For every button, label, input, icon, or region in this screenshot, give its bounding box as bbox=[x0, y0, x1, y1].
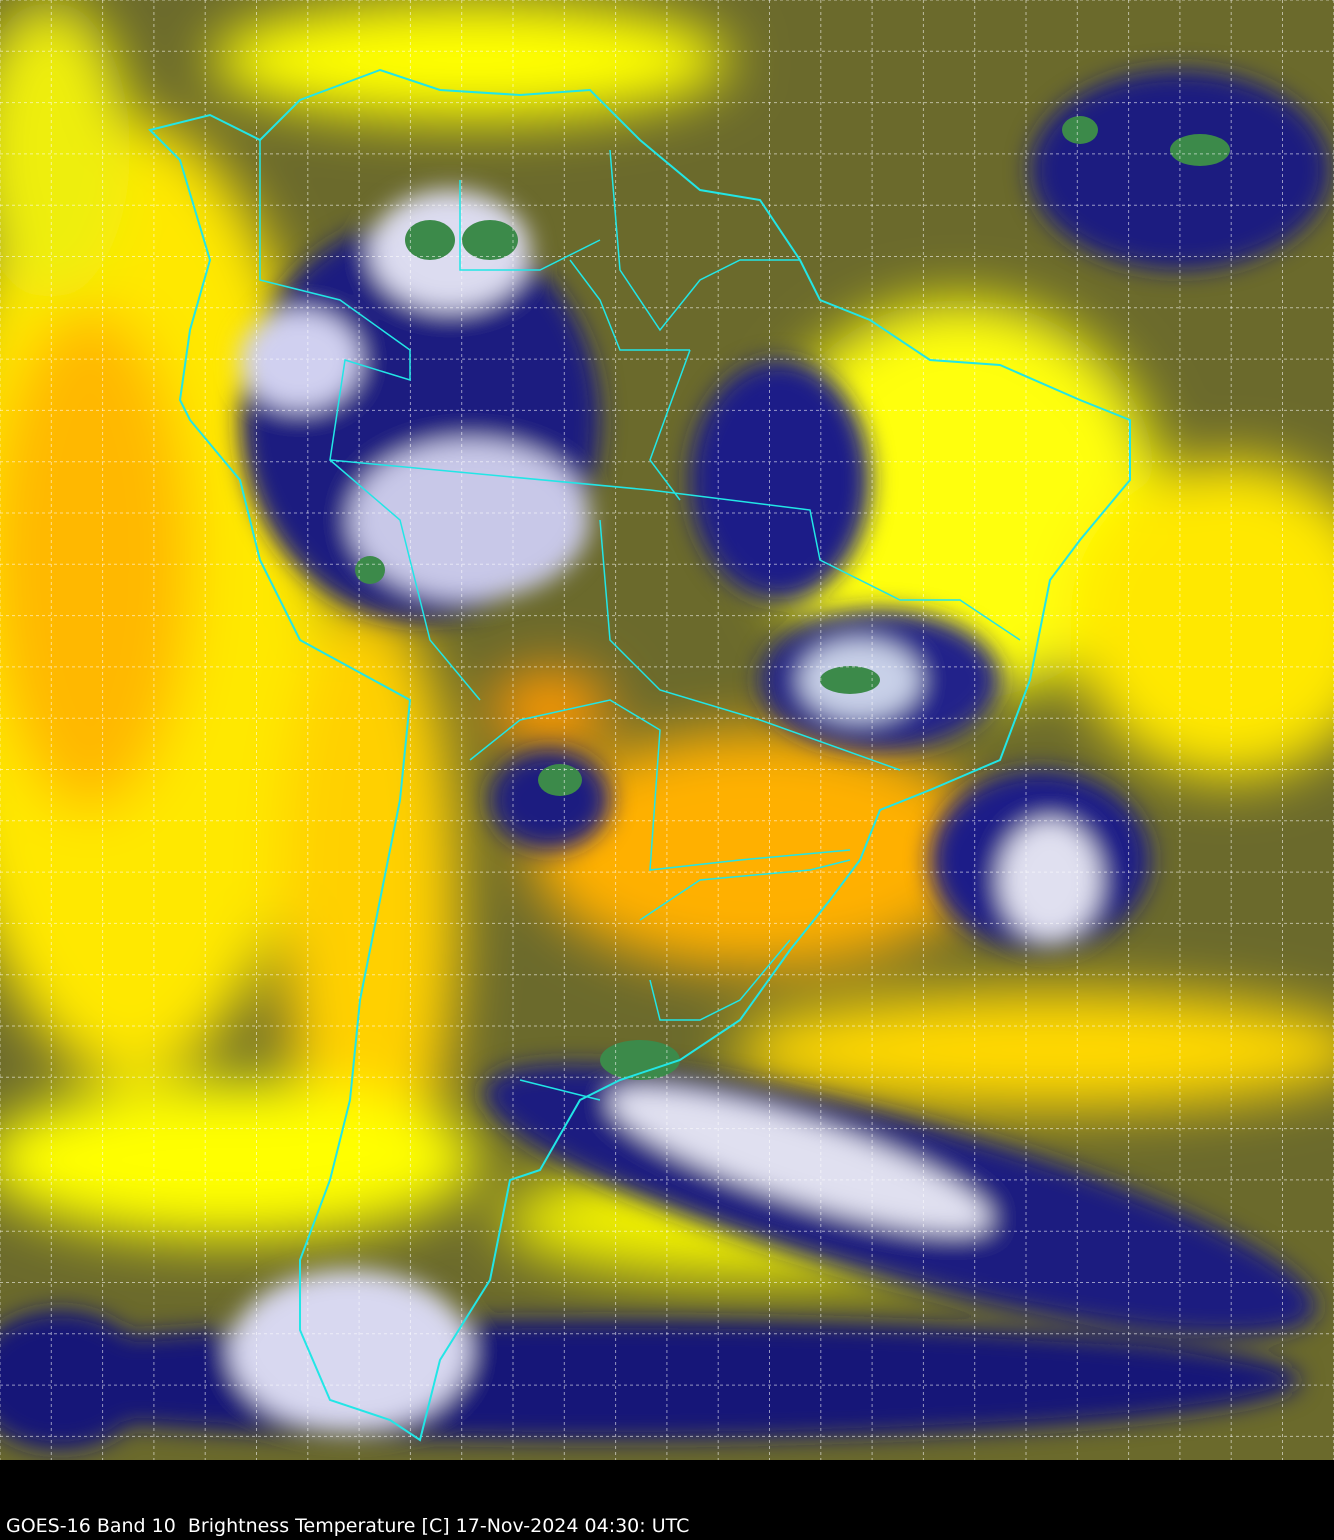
deep-convection-cells bbox=[355, 116, 1230, 1080]
cloud-field bbox=[0, 70, 1330, 1450]
continent-boundary bbox=[148, 68, 1131, 1442]
country-boundaries bbox=[259, 140, 1021, 1101]
image-caption: GOES-16 Band 10 Brightness Temperature [… bbox=[6, 1515, 690, 1537]
satellite-map bbox=[0, 0, 1334, 1460]
lat-lon-grid bbox=[0, 0, 1334, 1460]
